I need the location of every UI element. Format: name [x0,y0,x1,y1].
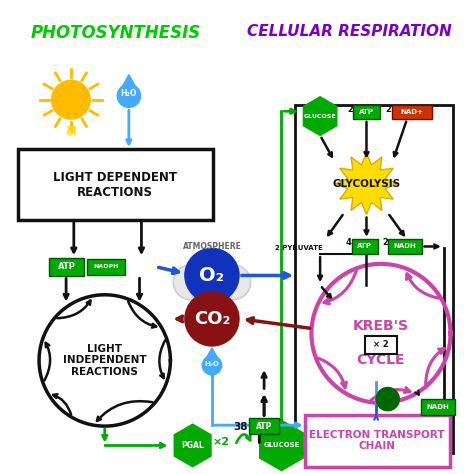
Circle shape [185,292,239,346]
Text: ≋: ≋ [64,122,78,135]
Text: × 2: × 2 [373,340,389,349]
Circle shape [199,263,226,290]
Text: 38: 38 [234,422,248,432]
Text: KREB'S: KREB'S [353,319,409,333]
Circle shape [185,248,239,302]
Text: ATP: ATP [357,244,372,249]
Polygon shape [260,420,303,471]
FancyBboxPatch shape [87,258,125,275]
FancyBboxPatch shape [365,336,397,354]
Text: H₂O: H₂O [121,90,137,99]
Circle shape [117,84,140,108]
FancyBboxPatch shape [421,399,455,415]
Circle shape [216,265,251,300]
FancyBboxPatch shape [305,415,449,467]
Text: CO₂: CO₂ [194,310,230,328]
Text: 2: 2 [347,105,353,114]
Text: GLUCOSE: GLUCOSE [304,114,337,118]
Circle shape [202,356,222,375]
Circle shape [185,257,216,288]
FancyBboxPatch shape [392,105,432,119]
Text: NADH: NADH [394,244,417,249]
FancyBboxPatch shape [352,239,378,254]
Text: NAD+: NAD+ [401,109,423,115]
Text: ELECTRON TRANSPORT
CHAIN: ELECTRON TRANSPORT CHAIN [310,430,445,451]
Text: H₂O: H₂O [204,361,219,367]
Text: 2: 2 [386,105,392,114]
Text: ×2: ×2 [213,437,230,447]
FancyBboxPatch shape [18,149,213,220]
Text: 2: 2 [382,238,388,247]
Polygon shape [117,74,140,96]
Text: ATP: ATP [256,422,272,430]
Polygon shape [303,97,337,136]
Text: GLYCOLYSIS: GLYCOLYSIS [332,179,401,189]
Text: PHOTOSYNTHESIS: PHOTOSYNTHESIS [30,24,201,42]
Text: NADPH: NADPH [93,264,118,269]
Circle shape [173,265,208,300]
FancyBboxPatch shape [354,105,380,119]
Circle shape [376,387,399,410]
Text: CYCLE: CYCLE [357,354,405,367]
Polygon shape [202,348,222,365]
Circle shape [208,257,239,288]
Text: PGAL: PGAL [181,441,204,450]
Text: LIGHT
INDEPENDENT
REACTIONS: LIGHT INDEPENDENT REACTIONS [63,344,146,377]
Text: LIGHT DEPENDENT
REACTIONS: LIGHT DEPENDENT REACTIONS [54,171,177,199]
FancyBboxPatch shape [388,239,422,254]
Text: 4: 4 [345,238,351,247]
Text: O₂: O₂ [200,266,225,285]
Circle shape [52,81,90,119]
Circle shape [191,267,233,309]
Text: NADH: NADH [427,404,449,410]
Text: ATMOSPHERE: ATMOSPHERE [182,242,241,251]
Text: ⊕: ⊕ [94,262,102,272]
Text: CELLULAR RESPIRATION: CELLULAR RESPIRATION [247,24,451,39]
Text: GLUCOSE: GLUCOSE [263,442,300,448]
Text: ATP: ATP [359,109,374,115]
FancyBboxPatch shape [49,257,84,276]
Text: 2 PYRUVATE: 2 PYRUVATE [275,246,323,251]
Polygon shape [174,424,211,467]
Polygon shape [336,153,397,215]
FancyBboxPatch shape [249,418,279,434]
Text: ATP: ATP [58,262,75,271]
Text: 🚛: 🚛 [106,258,116,276]
